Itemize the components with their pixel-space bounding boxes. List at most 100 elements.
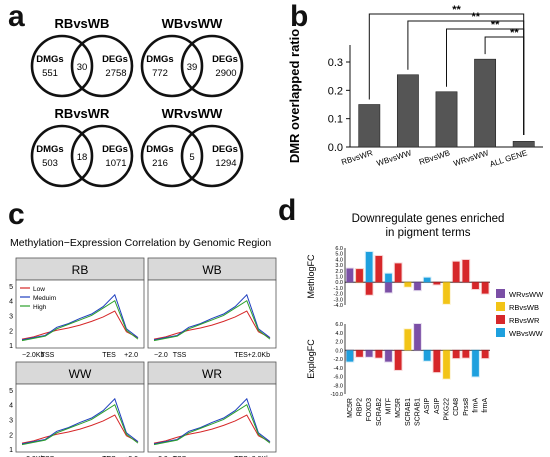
x-tick-label: +2.0Kb <box>248 352 270 359</box>
line-low <box>21 414 139 444</box>
legend-swatch <box>496 315 505 324</box>
venn-left-count: 772 <box>152 68 168 79</box>
venn-left-circle <box>140 34 204 98</box>
y-tick-label: -4.0 <box>334 303 343 309</box>
y-tick-label: 2 <box>9 328 13 335</box>
legend-item: Low <box>33 286 45 293</box>
venn-overlap-count: 39 <box>187 62 198 73</box>
bar-rbvswr <box>481 350 489 359</box>
bar-rbvswr <box>462 350 470 358</box>
y-tick-label: 1 <box>9 447 13 454</box>
venn-overlap-count: 18 <box>77 152 88 163</box>
panel-c-letter: c <box>8 198 25 231</box>
venn-left-label: DMGs <box>146 144 173 155</box>
venn-left-count: 551 <box>42 68 58 79</box>
bar-wrvsww <box>385 350 392 362</box>
x-tick-label: WBvsWW <box>375 148 412 168</box>
venn-right-circle <box>70 34 134 98</box>
line-meduim <box>153 397 271 445</box>
y-tick-label: 3 <box>9 417 13 424</box>
y-tick-label: 5 <box>9 284 13 291</box>
venn-right-label: DEGs <box>102 54 128 65</box>
venn-right-label: DEGs <box>212 144 238 155</box>
bar-rbvswr <box>462 259 470 283</box>
venn-right-label: DEGs <box>212 54 238 65</box>
gene-label: FOXD3 <box>366 398 373 421</box>
y-tick-label: -10.0 <box>330 392 343 398</box>
gene-label: MITF <box>386 398 393 414</box>
y-tick-label: 3.0 <box>335 263 343 269</box>
x-tick-label: −2.0Kb <box>22 352 44 359</box>
venn-right-circle <box>180 124 244 188</box>
legend-item: RBvsWB <box>509 303 539 312</box>
facet-plot-area <box>147 279 277 349</box>
y-tick-label: -2.0 <box>334 292 343 298</box>
venn-overlap-count: 30 <box>77 62 88 73</box>
y-tick-label: 1 <box>9 343 13 350</box>
y-tick-label: 0.0 <box>335 348 343 354</box>
dmr-bar-chart: 0.0 0.1 0.2 0.3 DMR overlapped ratio RBvsWR WB… <box>287 4 543 169</box>
venn-right-count: 1294 <box>215 158 236 169</box>
venn-left-count: 216 <box>152 158 168 169</box>
y-tick-label: -6.0 <box>334 375 343 381</box>
gene-label: SCRAB1 <box>415 398 422 426</box>
venn-left-circle <box>30 124 94 188</box>
panel-c-title: Methylation−Expression Correlation by Ge… <box>10 237 271 249</box>
gene-label: ASIP <box>434 398 441 414</box>
bar-wbvsww <box>385 273 392 283</box>
bar-legend: WRvsWW RBvsWB RBvsWR WBvsWW <box>496 289 544 338</box>
legend-item: WBvsWW <box>509 329 544 338</box>
gene-label: SCRAB2 <box>376 398 383 426</box>
y-tick-label: -2.0 <box>334 357 343 363</box>
y-tick-label: 0.0 <box>335 280 343 286</box>
line-low <box>21 310 139 340</box>
facet-label: RB <box>72 263 89 277</box>
gene-label: ASIP <box>424 398 431 414</box>
legend-item: WRvsWW <box>509 290 544 299</box>
line-high <box>21 403 139 446</box>
gene-label: frmA <box>473 398 480 413</box>
bar-wbvsww <box>423 350 431 361</box>
facet-wb: WB −2.0 TSS TES +2.0Kb <box>147 257 277 359</box>
bar-rbvswr <box>433 282 441 285</box>
bar-wrvsww <box>414 324 421 351</box>
bar-all-gene <box>512 141 535 148</box>
legend-item: Meduim <box>33 295 56 302</box>
venn-title: RBvsWB <box>55 16 110 31</box>
y-tick-label: 0.0 <box>328 142 343 154</box>
venn-wrvsww: WRvsWW DMGs DEGs 216 5 1294 <box>140 106 244 188</box>
bar-rbvswr <box>358 104 381 148</box>
venn-rbvswb: RBvsWB DMGs DEGs 551 30 2758 <box>30 16 134 98</box>
y-tick-label: -3.0 <box>334 297 343 303</box>
line-high <box>21 299 139 342</box>
gene-label: CD48 <box>453 398 460 416</box>
venn-rbvswr: RBvsWR DMGs DEGs 503 18 1071 <box>30 106 134 188</box>
bar-wbvsww <box>365 251 373 283</box>
venn-right-circle <box>70 124 134 188</box>
y-tick-label: -8.0 <box>334 383 343 389</box>
y-axis-label: MethlogFC <box>306 254 316 299</box>
bar-rbvswb <box>443 350 450 379</box>
panel-d-title-line1: Downregulate genes enriched <box>352 213 505 225</box>
y-tick-label: 3 <box>9 313 13 320</box>
x-tick-label: TES <box>102 352 116 359</box>
line-meduim <box>153 293 271 341</box>
bar-rbvswb <box>435 91 458 148</box>
panel-d-letter: d <box>278 194 297 227</box>
y-tick-label: -4.0 <box>334 366 343 372</box>
bar-rbvswr <box>356 350 363 357</box>
gene-label: Prss8 <box>463 398 470 416</box>
y-tick-label: 4.0 <box>335 257 343 263</box>
venn-right-label: DEGs <box>102 144 128 155</box>
x-tick-label: RBvsWR <box>340 148 374 167</box>
line-high <box>153 299 271 342</box>
line-low <box>153 310 271 340</box>
bar-rbvswr <box>433 350 441 373</box>
bar-wrvsww <box>414 282 421 291</box>
y-tick-label: 4.0 <box>335 331 343 337</box>
bar-rbvswr <box>472 282 479 290</box>
significance-label: ** <box>472 11 481 23</box>
